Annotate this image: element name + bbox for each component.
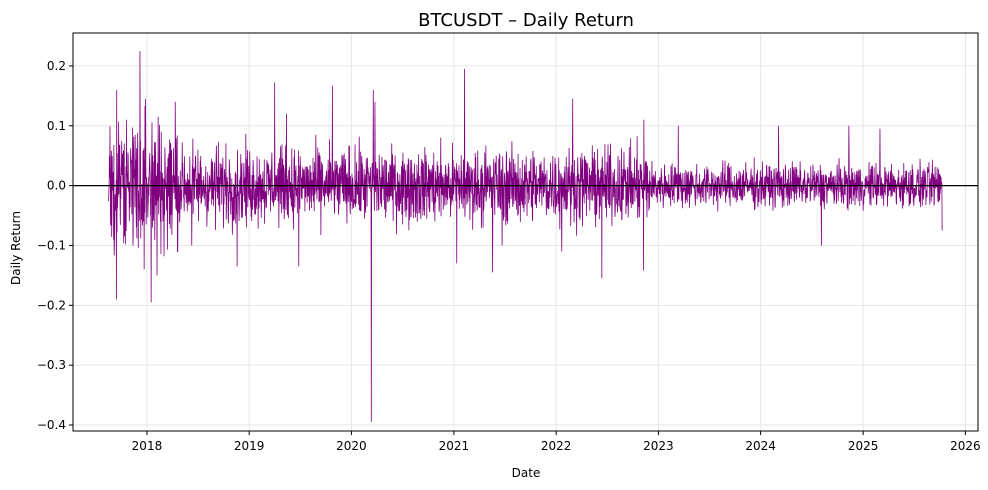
y-tick-label: 0.1	[47, 119, 66, 133]
y-tick-label: 0.0	[47, 179, 66, 193]
y-tick-label: −0.2	[37, 298, 66, 312]
x-tick-label: 2024	[745, 439, 776, 453]
x-tick-label: 2021	[439, 439, 470, 453]
plot-frame	[72, 32, 979, 432]
x-tick-label: 2022	[541, 439, 572, 453]
x-tick-label: 2018	[132, 439, 163, 453]
y-tick-label: −0.4	[37, 418, 66, 432]
y-tick-label: −0.3	[37, 358, 66, 372]
x-tick-label: 2019	[234, 439, 265, 453]
plot-area	[72, 32, 979, 432]
y-axis-title: Daily Return	[9, 211, 23, 285]
x-tick-label: 2020	[336, 439, 367, 453]
series-line	[108, 50, 943, 423]
x-tick-label: 2026	[950, 439, 981, 453]
x-axis: 2018 2019 2020 2021 2022 2023 2024 2025 …	[132, 431, 981, 453]
x-axis-title: Date	[512, 466, 541, 480]
y-tick-label: 0.2	[47, 59, 66, 73]
grid	[73, 33, 978, 431]
chart-title: BTCUSDT – Daily Return	[418, 10, 634, 31]
y-axis: 0.2 0.1 0.0 −0.1 −0.2 −0.3 −0.4	[37, 59, 73, 432]
series-daily-return	[108, 50, 943, 423]
x-tick-label: 2023	[643, 439, 674, 453]
y-tick-label: −0.1	[37, 238, 66, 252]
x-tick-label: 2025	[848, 439, 879, 453]
